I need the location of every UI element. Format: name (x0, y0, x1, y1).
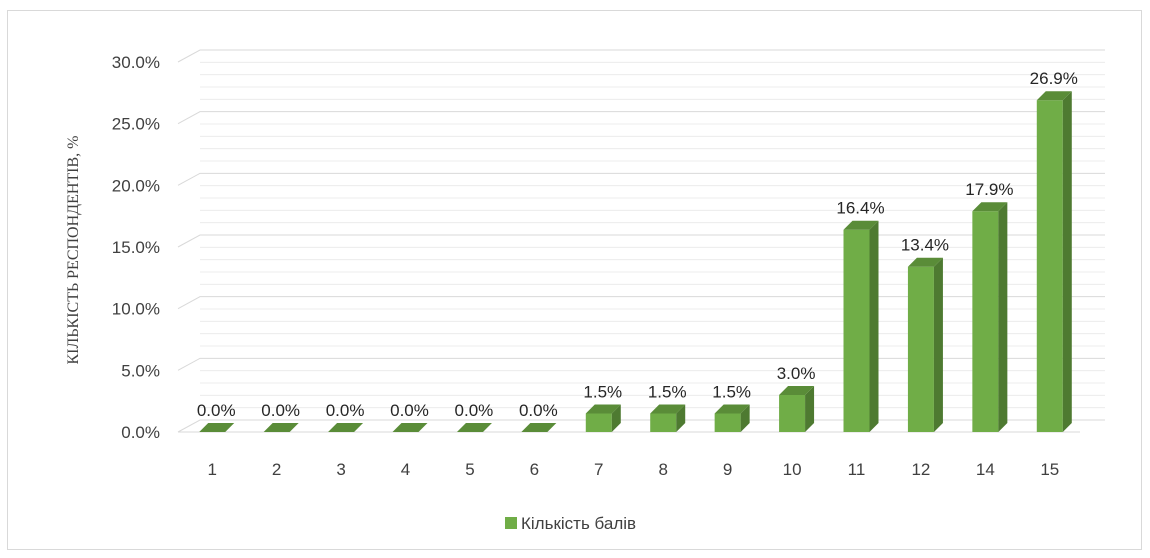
bar-top (456, 423, 492, 432)
bar[interactable] (199, 423, 235, 432)
data-label: 1.5% (583, 383, 622, 402)
data-label: 0.0% (390, 401, 429, 420)
bar[interactable] (779, 386, 815, 432)
x-tick-label: 12 (911, 460, 930, 479)
bar[interactable] (843, 220, 879, 432)
y-tick-label: 25.0% (112, 115, 160, 134)
x-tick-label: 14 (976, 460, 995, 479)
data-label: 17.9% (965, 180, 1013, 199)
x-tick-label: 5 (465, 460, 474, 479)
x-tick-label: 1 (207, 460, 216, 479)
x-tick-label: 10 (783, 460, 802, 479)
x-tick-label: 11 (848, 460, 866, 479)
gridline (177, 419, 1105, 433)
bar[interactable] (714, 404, 750, 433)
bar-top (714, 404, 750, 414)
bar[interactable] (263, 423, 299, 432)
bar-top (263, 423, 299, 432)
legend[interactable]: Кількість балів (505, 514, 636, 533)
legend-swatch (505, 517, 517, 529)
data-label: 0.0% (326, 401, 365, 420)
bar-front (585, 413, 612, 432)
chart-frame (7, 10, 1142, 550)
gridlines (177, 49, 1105, 433)
bar[interactable] (392, 423, 428, 432)
bar-front (779, 395, 806, 432)
gridline (177, 49, 1105, 63)
data-label: 0.0% (455, 401, 494, 420)
x-tick-label: 4 (401, 460, 410, 479)
data-labels: 0.0% 0.0% 0.0% 0.0% 0.0% 0.0% 1.5% 1.5% 1.5% 3.0%… (197, 69, 1078, 420)
bar-top (585, 404, 621, 414)
x-tick-label: 15 (1040, 460, 1059, 479)
gridline (177, 357, 1105, 371)
bar[interactable] (972, 202, 1008, 432)
bar-top (843, 220, 879, 230)
bar-front (714, 413, 741, 432)
x-axis-ticks: 1 2 3 4 5 6 7 8 9 10 11 12 14 15 (207, 460, 1059, 479)
x-tick-label: 8 (658, 460, 667, 479)
bar-side (869, 220, 879, 432)
x-tick-label: 2 (272, 460, 281, 479)
gridline (177, 234, 1105, 248)
data-label: 1.5% (648, 383, 687, 402)
bar-front (650, 413, 677, 432)
bar-front (1036, 100, 1063, 432)
data-label: 0.0% (261, 401, 300, 420)
bar[interactable] (1036, 91, 1072, 432)
data-label: 13.4% (901, 236, 949, 255)
bar-top (907, 257, 943, 267)
bar-top (199, 423, 235, 432)
gridline (177, 172, 1105, 186)
data-label: 0.0% (519, 401, 558, 420)
data-label: 16.4% (836, 199, 884, 218)
gridline (177, 111, 1105, 125)
y-tick-label: 20.0% (112, 176, 160, 195)
bar-front (972, 211, 999, 432)
bar-side (1062, 91, 1072, 432)
bar-top (521, 423, 557, 432)
bar-top (779, 386, 815, 395)
bar[interactable] (521, 423, 557, 432)
bar[interactable] (907, 257, 943, 432)
x-tick-label: 6 (530, 460, 539, 479)
bar[interactable] (585, 404, 621, 433)
bar-front (843, 229, 870, 432)
bar[interactable] (650, 404, 686, 433)
y-tick-label: 30.0% (112, 53, 160, 72)
y-tick-label: 10.0% (112, 300, 160, 319)
bar-side (611, 404, 621, 432)
bar-front (907, 266, 934, 432)
x-tick-label: 7 (594, 460, 603, 479)
x-tick-label: 9 (723, 460, 732, 479)
y-axis-label: КІЛЬКІСТЬ РЕСПОНДЕНТІВ, % (65, 135, 82, 364)
bar-side (805, 386, 815, 432)
y-axis-ticks: 0.0% 5.0% 10.0% 15.0% 20.0% 25.0% 30.0% (112, 53, 160, 442)
y-tick-label: 15.0% (112, 238, 160, 257)
bar-side (740, 404, 750, 432)
data-label: 3.0% (777, 364, 816, 383)
bar-side (676, 404, 686, 432)
bar-top (392, 423, 428, 432)
bars (199, 91, 1072, 432)
y-tick-label: 5.0% (121, 361, 160, 380)
legend-label: Кількість балів (521, 514, 636, 533)
bar-side (998, 202, 1008, 432)
data-label: 1.5% (712, 383, 751, 402)
bar[interactable] (328, 423, 364, 432)
data-label: 0.0% (197, 401, 236, 420)
bar-side (933, 257, 943, 432)
bar[interactable] (456, 423, 492, 432)
bar-top (972, 202, 1008, 212)
gridline (177, 296, 1105, 310)
x-tick-label: 3 (336, 460, 345, 479)
bar-top (650, 404, 686, 414)
bar-top (328, 423, 364, 432)
data-label: 26.9% (1030, 69, 1078, 88)
y-tick-label: 0.0% (121, 423, 160, 442)
bar-top (1036, 91, 1072, 101)
